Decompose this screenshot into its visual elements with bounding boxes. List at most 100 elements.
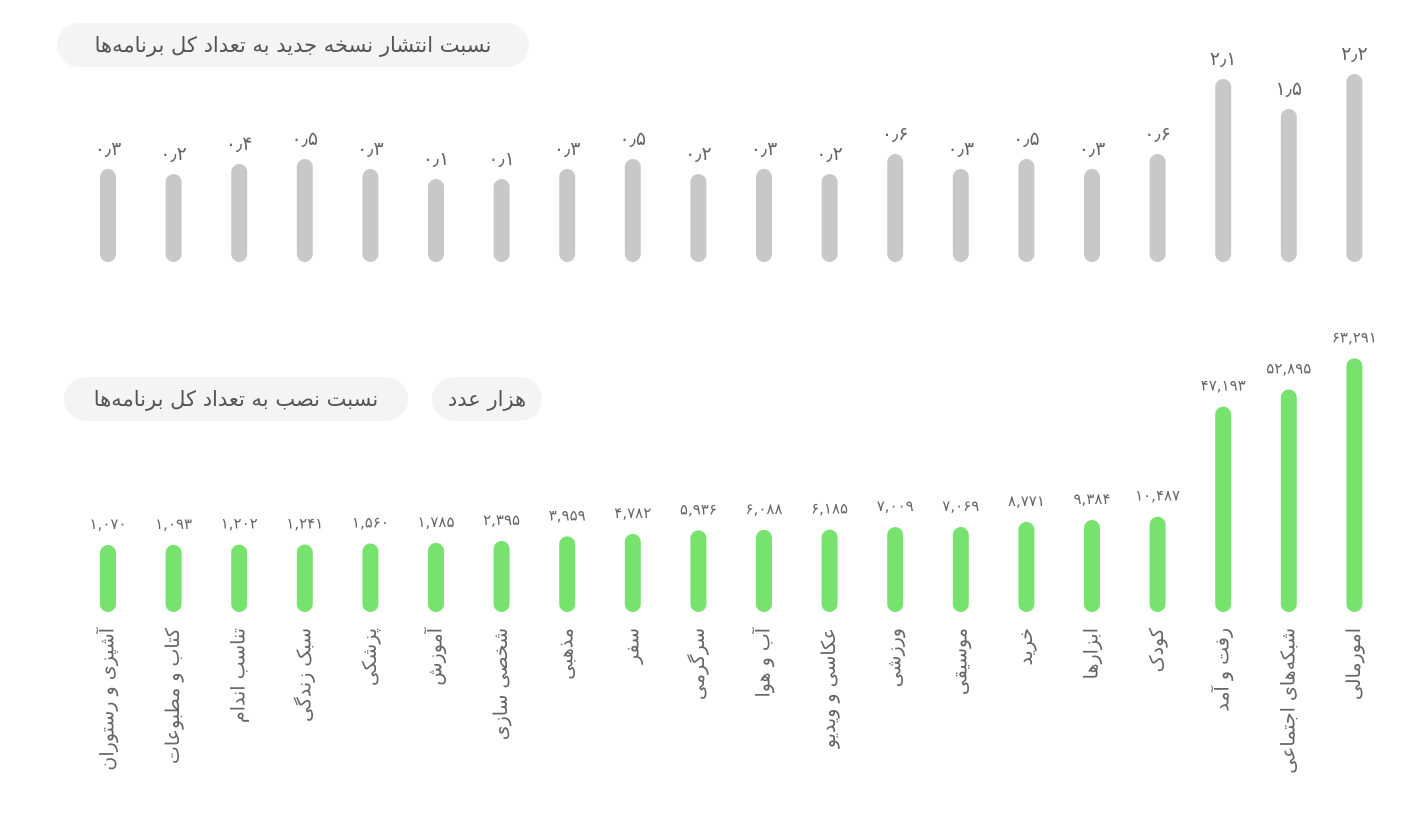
install-value-label: ۴۷,۱۹۳ (1201, 377, 1246, 395)
update-value-label: ۰٫۳ (1079, 138, 1106, 160)
install-bar (559, 536, 576, 612)
update-ratio-chart: ۰٫۳ ۰٫۲ ۰٫۴ ۰٫۵ ۰٫۳ ۰٫۱ ۰٫۱ ۰٫۳ ۰٫۵ ۰٫۲ ۰٫۳ ۰٫۲ ۰٫۶ ۰… (95, 43, 1368, 262)
update-value-label: ۰٫۲ (816, 143, 843, 165)
update-ratio-title: نسبت انتشار نسخه جدید به تعداد کل برنامه… (57, 23, 529, 67)
category-label: ابزارها (1081, 628, 1103, 679)
install-bar (887, 527, 904, 612)
update-value-label: ۰٫۳ (554, 138, 581, 160)
install-value-label: ۱,۲۴۱ (286, 514, 323, 532)
install-ratio-chart: ۱,۰۷۰ ۱,۰۹۳ ۱,۲۰۲ ۱,۲۴۱ ۱,۵۶۰ ۱,۷۸۵ ۲,۳۹۵ ۳,۹۵۹… (90, 328, 1377, 612)
update-bar (1084, 169, 1100, 262)
install-bar (231, 544, 248, 612)
install-value-label: ۹,۳۸۴ (1074, 490, 1111, 508)
update-bar (624, 159, 641, 262)
update-value-label: ۰٫۱ (423, 148, 450, 170)
category-label: شبکه‌های اجتماعی (1277, 628, 1299, 774)
update-bar (559, 169, 576, 262)
update-value-label: ۰٫۴ (226, 133, 253, 155)
install-value-label: ۳,۹۵۹ (549, 506, 586, 524)
install-value-label: ۱۰,۴۸۷ (1135, 487, 1180, 505)
install-value-label: ۲,۳۹۵ (483, 511, 520, 529)
category-label: عکاسی و ویدیو (818, 628, 840, 749)
update-bar (428, 179, 444, 262)
install-bar (690, 530, 707, 612)
update-bar (690, 174, 707, 262)
install-value-label: ۷,۰۶۹ (942, 497, 979, 515)
update-bar (756, 169, 772, 262)
update-value-label: ۰٫۵ (620, 128, 647, 150)
category-label: پزشکی (359, 628, 381, 686)
category-label: رفت و آمد (1210, 628, 1234, 712)
install-bar (952, 526, 969, 612)
install-value-label: ۱,۵۶۰ (352, 514, 389, 532)
category-label: آشپزی و رستوران (95, 627, 119, 770)
update-bar (165, 174, 182, 262)
install-value-label: ۷,۰۰۹ (877, 497, 914, 515)
update-value-label: ۰٫۳ (95, 138, 122, 160)
category-label: تناسب اندام (228, 628, 250, 723)
unit-label: هزار عدد (432, 377, 542, 421)
install-bar (428, 542, 444, 612)
category-label: خرید (1015, 628, 1037, 666)
install-bar (493, 541, 510, 612)
category-labels: آشپزی و رستوران کتاب و مطبوعات تناسب اندام… (95, 627, 1365, 774)
install-bar (362, 543, 379, 612)
install-value-label: ۴,۷۸۲ (614, 504, 651, 522)
update-bar (296, 159, 313, 262)
install-value-label: ۱,۰۷۰ (90, 515, 127, 533)
update-value-label: ۲٫۱ (1210, 48, 1237, 70)
install-bar (624, 533, 641, 612)
category-label: سرگرمی (686, 628, 709, 700)
install-bar (165, 544, 182, 612)
install-bar (756, 529, 772, 612)
update-bar (821, 174, 838, 262)
category-label: شخصی سازی (490, 628, 512, 740)
install-ratio-title: نسبت نصب به تعداد کل برنامه‌ها (64, 377, 408, 421)
install-bar (1215, 406, 1232, 612)
update-value-label: ۱٫۵ (1276, 78, 1303, 100)
category-label: آب و هوا (751, 627, 775, 697)
update-value-label: ۰٫۲ (685, 143, 712, 165)
install-value-label: ۵,۹۳۶ (680, 500, 717, 518)
update-value-label: ۰٫۶ (882, 123, 909, 145)
install-bar (100, 544, 116, 612)
update-bar (1149, 154, 1166, 262)
update-value-label: ۰٫۵ (292, 128, 319, 150)
update-bar (362, 169, 379, 262)
update-value-label: ۰٫۳ (948, 138, 975, 160)
install-value-label: ۶,۱۸۵ (811, 500, 848, 518)
install-bar (296, 544, 313, 612)
update-value-label: ۰٫۲ (160, 143, 187, 165)
update-bar (887, 154, 904, 262)
install-value-label: ۶,۰۸۸ (746, 500, 783, 518)
install-bar (1018, 521, 1035, 612)
category-label: سفر (621, 628, 643, 665)
update-value-label: ۰٫۳ (357, 138, 384, 160)
install-value-label: ۵۲,۸۹۵ (1266, 360, 1311, 378)
install-bar (1346, 358, 1363, 612)
category-label: کودک (1146, 627, 1168, 672)
update-value-label: ۰٫۵ (1013, 128, 1040, 150)
update-bar (100, 169, 116, 262)
install-value-label: ۱,۲۰۲ (221, 515, 258, 533)
category-label: موسیقی (949, 628, 971, 695)
category-label: ورزشی (884, 628, 906, 687)
install-value-label: ۱,۰۹۳ (155, 515, 192, 533)
update-bar (493, 179, 510, 262)
category-label: کتاب و مطبوعات (162, 627, 184, 764)
update-value-label: ۲٫۲ (1341, 43, 1368, 65)
update-value-label: ۰٫۳ (751, 138, 778, 160)
update-bar (1018, 159, 1035, 262)
category-label: مذهبی (556, 628, 578, 680)
install-value-label: ۶۳,۲۹۱ (1332, 328, 1377, 346)
update-bar (1346, 74, 1363, 262)
category-label: امورمالی (1343, 628, 1365, 700)
install-bar (1280, 389, 1297, 612)
install-bar (1084, 520, 1100, 612)
install-value-label: ۱,۷۸۵ (418, 513, 455, 531)
category-label: آموزش (423, 627, 447, 685)
update-bar (231, 164, 248, 262)
category-label: سبک زندگی (292, 628, 315, 722)
update-value-label: ۰٫۱ (488, 148, 515, 170)
